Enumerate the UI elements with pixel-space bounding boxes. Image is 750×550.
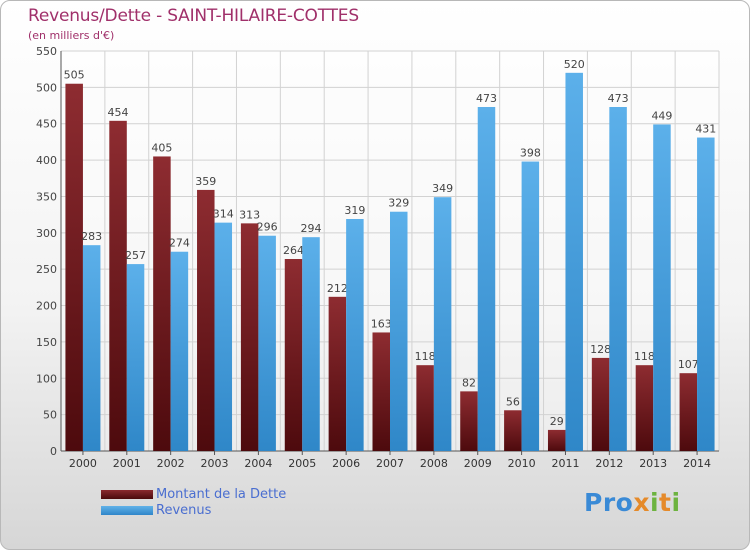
bar-revenue [390,211,408,451]
bar-revenue [477,107,496,451]
bar-debt [504,410,522,451]
data-label-revenue: 398 [520,147,541,160]
x-tick-label: 2004 [244,457,272,470]
bar-revenue [521,161,540,451]
x-tick-label: 2009 [464,457,492,470]
y-tick-label: 150 [36,336,57,349]
data-label-debt: 56 [506,395,520,408]
data-label-revenue: 296 [257,221,278,234]
bar-revenue [82,245,101,451]
data-label-debt: 118 [415,350,436,363]
bar-revenue [346,219,364,451]
bar-debt [109,120,127,452]
data-label-debt: 505 [64,69,85,82]
y-tick-label: 100 [36,372,57,385]
x-tick-label: 2001 [113,457,141,470]
x-tick-label: 2008 [420,457,448,470]
bar-revenue [258,235,276,451]
data-label-revenue: 294 [301,222,322,235]
data-label-debt: 163 [371,317,392,330]
data-label-revenue: 329 [388,197,409,210]
data-label-debt: 107 [678,358,699,371]
x-tick-label: 2014 [683,457,711,470]
bar-debt [372,332,390,451]
bar-revenue [609,107,627,451]
chart-title: Revenus/Dette - SAINT-HILAIRE-COTTES [28,6,359,26]
x-tick-label: 2012 [595,457,623,470]
data-label-debt: 454 [108,106,129,119]
y-tick-label: 500 [36,81,57,94]
data-label-revenue: 349 [432,182,453,195]
x-tick-label: 2002 [157,457,185,470]
bar-debt [153,156,171,452]
bar-debt [328,296,347,451]
x-tick-label: 2007 [376,457,404,470]
bar-revenue [214,222,233,451]
data-label-revenue: 274 [169,237,190,250]
x-tick-label: 2005 [288,457,316,470]
data-label-revenue: 431 [695,123,716,136]
bar-revenue [565,72,583,452]
y-tick-label: 400 [36,154,57,167]
y-tick-label: 350 [36,190,57,203]
y-tick-label: 550 [36,45,57,58]
y-tick-label: 450 [36,118,57,131]
y-tick-label: 200 [36,300,57,313]
bar-debt [460,391,478,451]
data-label-revenue: 449 [651,109,672,122]
bar-revenue [697,137,715,451]
x-tick-label: 2010 [508,457,536,470]
data-label-revenue: 473 [476,92,497,105]
data-label-revenue: 283 [81,230,102,243]
x-tick-label: 2013 [639,457,667,470]
bar-revenue [653,124,671,452]
data-label-debt: 128 [590,343,611,356]
bar-debt [679,373,698,451]
y-tick-label: 0 [50,445,57,458]
x-tick-label: 2006 [332,457,360,470]
y-tick-label: 300 [36,227,57,240]
bar-debt [591,357,610,451]
bar-debt [284,259,303,451]
chart-subtitle: (en milliers d'€) [28,29,115,42]
data-label-revenue: 319 [344,204,365,217]
legend-label-revenue: Revenus [156,503,212,518]
data-label-debt: 264 [283,244,304,257]
bar-revenue [433,197,452,451]
proxiti-logo: Proxiti [584,488,681,517]
bar-debt [197,189,215,451]
data-label-debt: 82 [462,376,476,389]
bar-debt [65,83,83,452]
bar-debt [635,365,654,451]
data-label-debt: 212 [327,282,348,295]
y-tick-label: 50 [43,409,57,422]
data-label-revenue: 473 [608,92,629,105]
data-label-revenue: 520 [564,58,585,71]
data-label-revenue: 257 [125,249,146,262]
bar-revenue [302,237,320,451]
x-tick-label: 2000 [69,457,97,470]
bar-debt [547,429,566,451]
bar-revenue [170,251,189,451]
bar-revenue [126,264,145,451]
data-label-revenue: 314 [213,208,234,221]
legend-swatch-debt [101,490,153,499]
data-label-debt: 359 [195,175,216,188]
x-tick-label: 2003 [201,457,229,470]
legend-label-debt: Montant de la Dette [156,487,287,502]
data-label-debt: 29 [550,415,564,428]
data-label-debt: 313 [239,208,260,221]
bar-debt [240,223,259,451]
y-tick-label: 250 [36,263,57,276]
legend-swatch-revenue [101,506,153,515]
data-label-debt: 118 [634,350,655,363]
data-label-debt: 405 [151,141,172,154]
x-tick-label: 2011 [551,457,579,470]
bar-debt [416,365,434,451]
